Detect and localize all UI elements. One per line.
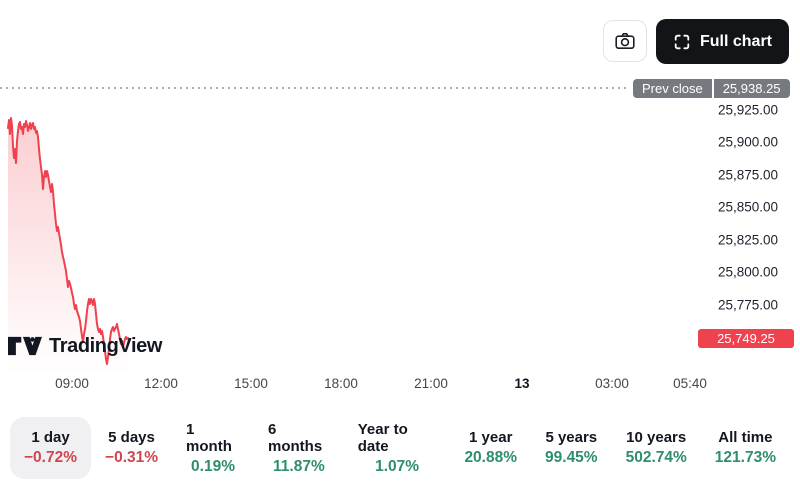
- tab-6-months[interactable]: 6 months 11.87%: [254, 417, 344, 479]
- y-axis-label: 25,875.00: [717, 167, 778, 183]
- tab-label: 1 month: [186, 420, 232, 455]
- tab-label: 1 year: [469, 429, 513, 446]
- tab-change-percent: 502.74%: [625, 449, 687, 466]
- tab-change-percent: −0.72%: [24, 449, 78, 466]
- prev-close-badge: Prev close 25,938.25: [633, 79, 790, 98]
- x-axis-label: 21:00: [414, 376, 448, 391]
- y-axis-label: 25,925.00: [717, 102, 778, 118]
- tab-label: 5 days: [108, 429, 155, 446]
- tab-change-percent: 99.45%: [545, 449, 598, 466]
- tab-10-years[interactable]: 10 years 502.74%: [612, 417, 701, 479]
- tab-1-year[interactable]: 1 year 20.88%: [450, 417, 531, 479]
- tab-label: 6 months: [268, 420, 323, 455]
- y-axis-label: 25,850.00: [717, 199, 778, 215]
- full-chart-button[interactable]: Full chart: [656, 19, 789, 64]
- x-axis-label: 18:00: [324, 376, 358, 391]
- tab-1-month[interactable]: 1 month 0.19%: [172, 417, 254, 479]
- x-axis-label: 03:00: [595, 376, 629, 391]
- tab-change-percent: 121.73%: [714, 449, 776, 466]
- last-price-badge: 25,749.25: [698, 329, 794, 348]
- tab-1-day[interactable]: 1 day −0.72%: [10, 417, 92, 479]
- y-axis-label: 25,800.00: [717, 264, 778, 280]
- chart-area-fill: [8, 118, 128, 375]
- chart-price-line: [7, 117, 129, 365]
- y-axis-label: 25,900.00: [717, 134, 778, 150]
- full-chart-label: Full chart: [699, 32, 772, 50]
- tab-change-percent: 0.19%: [191, 457, 235, 475]
- tab-5-years[interactable]: 5 years 99.45%: [531, 417, 612, 479]
- camera-icon: [614, 30, 636, 52]
- tradingview-logo-text: TradingView: [49, 334, 163, 357]
- tab-label: 10 years: [626, 429, 687, 446]
- prev-close-label: Prev close: [633, 79, 712, 98]
- prev-close-value: 25,938.25: [713, 79, 790, 98]
- x-axis-label: 15:00: [234, 376, 268, 391]
- period-tabs: 1 day −0.72% 5 days −0.31% 1 month 0.19% 6 mon…: [0, 417, 800, 479]
- tab-change-percent: 1.07%: [375, 457, 420, 475]
- fullscreen-brackets-icon: [673, 33, 691, 51]
- tab-all-time[interactable]: All time 121.73%: [701, 417, 790, 479]
- tab-change-percent: 11.87%: [273, 457, 325, 475]
- tab-label: Year to date: [357, 420, 408, 455]
- tab-5-days[interactable]: 5 days −0.31%: [91, 417, 172, 479]
- tab-label: 1 day: [31, 429, 70, 446]
- tradingview-logo-icon: [8, 334, 42, 358]
- y-axis: 25,925.00 25,900.00 25,875.00 25,850.00 25,8…: [678, 0, 778, 501]
- x-axis-label: 13: [514, 376, 530, 391]
- tab-year-to-date[interactable]: Year to date 1.07%: [344, 417, 451, 479]
- tab-label: All time: [718, 429, 773, 446]
- tab-change-percent: 20.88%: [464, 449, 518, 466]
- x-axis-label: 12:00: [144, 376, 178, 391]
- price-chart[interactable]: [0, 85, 700, 375]
- y-axis-label: 25,825.00: [717, 232, 778, 248]
- prev-close-dashed-line: [0, 87, 628, 89]
- y-axis-label: 25,775.00: [717, 297, 778, 313]
- tradingview-logo[interactable]: TradingView: [8, 334, 162, 358]
- x-axis-label: 09:00: [55, 376, 89, 391]
- screenshot-button[interactable]: [603, 20, 647, 62]
- tab-change-percent: −0.31%: [105, 449, 159, 466]
- tab-label: 5 years: [545, 429, 598, 446]
